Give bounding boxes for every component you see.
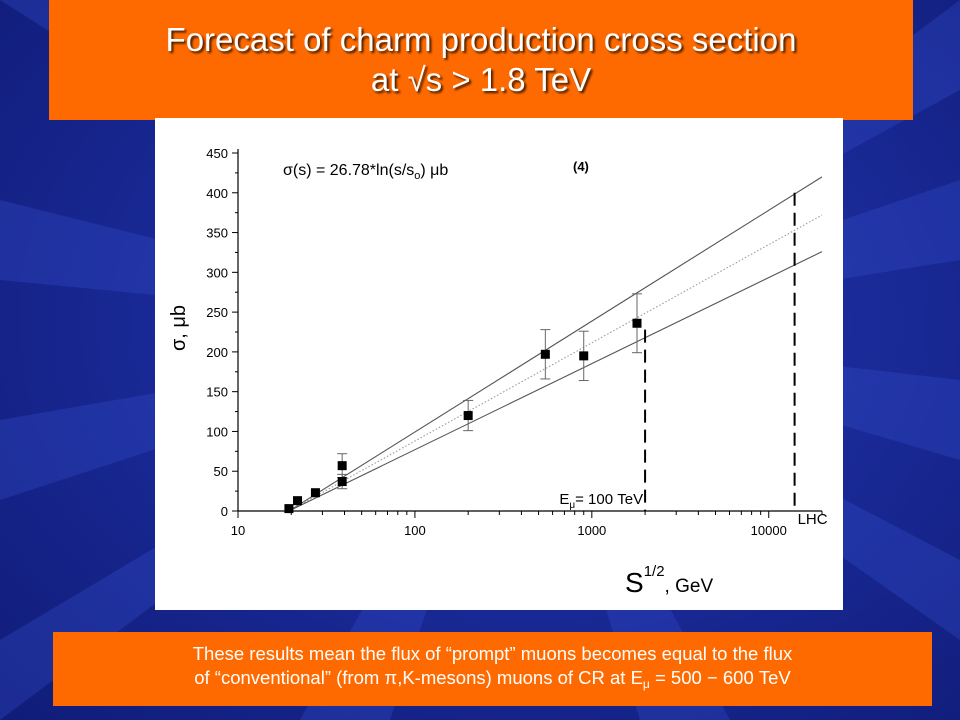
y-tick-label: 450	[206, 146, 228, 161]
data-point	[579, 351, 589, 361]
caption-line-2-energy: = 500 − 600 TeV	[649, 667, 791, 688]
data-point	[284, 504, 294, 514]
formula-annotation: σ(s) = 26.78*ln(s/so) μb	[283, 162, 448, 182]
caption: These results mean the flux of “prompt” …	[53, 632, 932, 706]
x-tick-label: 1000	[577, 523, 606, 538]
caption-line-1: These results mean the flux of “prompt” …	[192, 643, 793, 664]
y-tick-label: 150	[206, 385, 228, 400]
data-point	[337, 461, 347, 471]
y-axis-label: σ, μb	[168, 305, 190, 351]
title-line-1: Forecast of charm production cross secti…	[165, 21, 797, 58]
y-tick-label: 250	[206, 305, 228, 320]
chart-panel: 0 50 100 150 200 250 300 350 400 450 10 100 1000 1000…	[155, 118, 843, 610]
y-tick-label: 350	[206, 226, 228, 241]
data-point	[337, 477, 347, 487]
y-tick-label: 100	[206, 424, 228, 439]
data-point	[293, 496, 303, 506]
title-line-2: at √s > 1.8 TeV	[370, 61, 592, 98]
data-point	[463, 411, 473, 421]
data-point	[632, 318, 642, 328]
y-tick-label: 200	[206, 345, 228, 360]
y-tick-label: 0	[221, 504, 228, 519]
y-tick-label: 400	[206, 186, 228, 201]
x-tick-label: 100	[404, 523, 426, 538]
x-tick-label: 10000	[751, 523, 787, 538]
y-tick-label: 50	[214, 464, 228, 479]
fit-line-lower	[288, 251, 823, 512]
data-point	[540, 349, 550, 359]
slide-title: Forecast of charm production cross secti…	[49, 0, 913, 120]
x-axis-label: S1/2, GeV	[625, 563, 713, 598]
x-tick-label: 10	[231, 523, 245, 538]
lhc-marker-label: LHC	[798, 511, 828, 528]
y-tick-label: 300	[206, 265, 228, 280]
caption-line-2: of “conventional” (from π,K-mesons) muon…	[53, 666, 932, 696]
fit-line-upper	[288, 176, 823, 512]
e-mu-marker-label: Eμ= 100 TeV	[559, 491, 643, 511]
formula-tag: (4)	[573, 159, 589, 174]
caption-mu-subscript: μ	[642, 677, 650, 691]
fit-line-central	[288, 214, 823, 512]
cross-section-chart: 0 50 100 150 200 250 300 350 400 450 10 100 1000 1000…	[168, 146, 828, 598]
data-point	[310, 488, 320, 498]
caption-line-2-text: of “conventional” (from π,K-mesons) muon…	[194, 667, 643, 688]
